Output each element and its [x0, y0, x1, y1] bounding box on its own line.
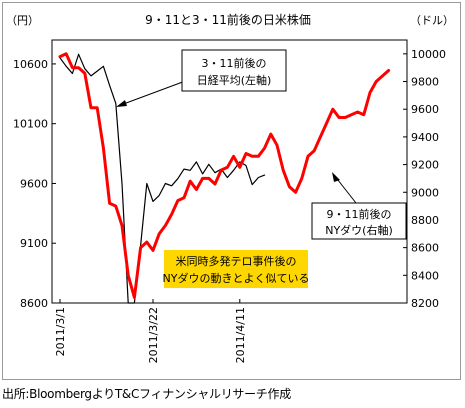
left-axis-tick-label: 8600	[20, 297, 48, 310]
annotation-nydow-box	[311, 202, 407, 240]
right-axis-tick-label: 9600	[411, 103, 439, 116]
right-axis-tick-label: 9800	[411, 76, 439, 89]
series-line-nikkei	[59, 53, 266, 304]
annotation-nydow-line-2: NYダウ(右軸)	[325, 223, 393, 237]
right-axis-tick-label: 8600	[411, 242, 439, 255]
series-line-nydow	[58, 52, 391, 299]
x-axis-tick-label: 2011/3/1	[54, 307, 67, 356]
annotation-nikkei-line-1: 3・11前後の	[202, 56, 267, 70]
right-axis: 8200 8400 8600 8800 9000 9200 9400 9600 9800 1000…	[403, 48, 446, 310]
x-axis-tick-label: 2011/3/22	[147, 307, 160, 363]
annotation-nikkei-arrowhead	[116, 100, 127, 107]
annotation-nikkei-box	[181, 49, 287, 92]
annotation-nydow-arrowhead	[332, 172, 340, 182]
annotation-nikkei-leader	[117, 79, 189, 107]
plot-area	[51, 39, 408, 304]
left-axis-tick-label: 10600	[13, 58, 48, 71]
source-note: 出所:BloombergよりT&Cフィナンシャルリサーチ作成	[2, 387, 291, 401]
left-axis-tick-label: 9100	[20, 237, 48, 250]
chart-frame	[2, 2, 461, 380]
annotation-callout-line-1: 米同時多発テロ事件後の	[176, 254, 297, 268]
annotation-callout-box	[164, 250, 308, 288]
left-axis: 8600 9100 9600 10100 10600	[13, 58, 56, 310]
left-axis-tick-label: 10100	[13, 118, 48, 131]
chart-title: 9・11と3・11前後の日米株価	[145, 12, 311, 27]
right-axis-tick-label: 8800	[411, 214, 439, 227]
right-axis-tick-label: 10000	[411, 48, 446, 61]
annotation-callout: 米同時多発テロ事件後の NYダウの動きとよく似ている	[163, 250, 310, 288]
right-axis-tick-label: 9000	[411, 186, 439, 199]
right-axis-tick-label: 8200	[411, 297, 439, 310]
annotation-nikkei-line-2: 日経平均(左軸)	[197, 73, 272, 87]
annotation-callout-line-2: NYダウの動きとよく似ている	[163, 271, 310, 285]
annotation-nikkei: 3・11前後の 日経平均(左軸)	[116, 49, 287, 107]
line-chart: 9・11と3・11前後の日米株価 （円） （ドル） 8600 9100 9600 10…	[6, 12, 454, 363]
right-axis-tick-label: 8400	[411, 269, 439, 282]
series-layer	[58, 52, 391, 304]
left-axis-tick-label: 9600	[20, 177, 48, 190]
x-axis-tick-label: 2011/4/11	[234, 307, 247, 363]
annotation-nydow: 9・11前後の NYダウ(右軸)	[311, 172, 407, 240]
x-axis: 2011/3/1 2011/3/22 2011/4/11	[54, 299, 247, 363]
right-axis-unit: （ドル）	[410, 14, 454, 27]
right-axis-tick-label: 9400	[411, 131, 439, 144]
right-axis-tick-label: 9200	[411, 159, 439, 172]
annotation-nydow-line-1: 9・11前後の	[327, 207, 392, 221]
left-axis-unit: （円）	[6, 14, 39, 27]
